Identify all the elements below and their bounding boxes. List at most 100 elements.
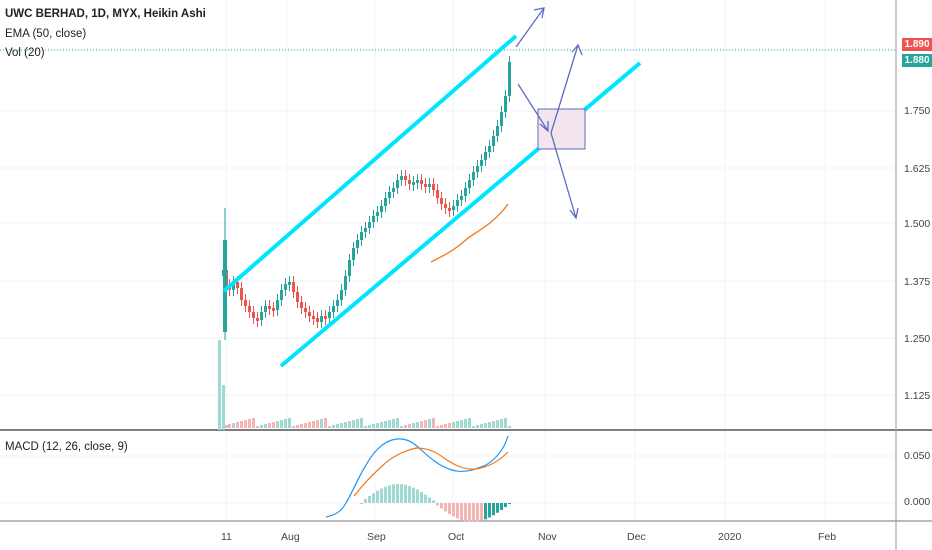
candle-body [340,290,343,300]
volume-bar [488,422,491,428]
candle-body [400,176,403,180]
volume-bar [404,425,407,428]
volume-bar [225,425,228,428]
volume-bar [428,419,431,428]
candle-body [380,206,383,212]
volume-bar [420,421,423,428]
macd-hist-bar [372,493,375,503]
annotation-arrows[interactable] [515,7,583,220]
volume-bar [436,426,439,428]
volume-bars [218,340,511,430]
candle-body [280,290,283,300]
candle-body [444,204,447,208]
volume-bar [244,420,247,428]
macd-hist-bar [416,489,419,503]
candle-body [436,190,439,198]
volume-bar [492,421,495,428]
volume-bar [280,420,283,428]
candle-body [332,306,335,312]
chart-title: UWC BERHAD, 1D, MYX, Heikin Ashi [5,8,206,20]
price-badge-upper: 1.890 [902,38,932,51]
candle-body [324,316,327,319]
macd-hist-bar [460,503,463,521]
candle-body [456,200,459,206]
candle-body [223,240,227,332]
candle-body [272,308,275,311]
volume-bar [380,422,383,428]
candle-body [308,312,311,316]
macd-legend[interactable]: MACD (12, 26, close, 9) [5,441,128,453]
volume-bar [236,422,239,428]
candle-body [372,216,375,222]
signal-line [353,447,509,497]
candle-body [328,312,331,318]
candle-body [396,180,399,188]
volume-bar [460,420,463,428]
arrow-head [569,207,579,220]
candle-body [268,306,271,309]
volume-bar [284,419,287,428]
candle-body [420,180,423,184]
candle-body [404,176,407,180]
volume-legend[interactable]: Vol (20) [5,47,45,59]
time-tick: Aug [281,531,300,543]
candle-body [320,316,323,322]
macd-hist-bar [480,503,483,521]
volume-bar [392,419,395,428]
candle-body [364,228,367,232]
candle-body [412,182,415,185]
volume-bar [356,419,359,428]
candle-body [416,180,419,183]
price-tick: 1.500 [904,218,931,230]
volume-bar [268,423,271,428]
volume-bar [276,421,279,428]
macd-hist-bar [488,503,491,518]
candle-body [388,192,391,198]
channel-lower-line[interactable] [279,61,642,368]
candlestick-series[interactable] [222,56,511,340]
volume-bar [364,426,367,428]
candle-body [392,188,395,192]
volume-bar [372,424,375,428]
macd-hist-bar [392,484,395,503]
arrow-up-right-1 [515,7,545,48]
volume-bar [222,385,225,430]
channel-upper-line[interactable] [222,34,518,293]
volume-bar [400,426,403,428]
macd-histogram [360,484,511,522]
volume-bar [260,425,263,428]
price-badge-lower: 1.880 [902,54,932,67]
macd-hist-bar [508,503,511,504]
macd-hist-bar [504,503,507,508]
volume-bar [468,418,471,428]
macd-hist-bar [496,503,499,513]
volume-bar [360,418,363,428]
candle-body [508,62,511,96]
candle-body [488,146,491,152]
candle-body [232,282,235,290]
candle-body [460,196,463,200]
volume-bar [424,420,427,428]
candle-body [264,306,267,312]
price-tick: 1.375 [904,276,931,288]
candle-body [312,316,315,319]
candle-body [248,306,251,312]
candle-body [476,166,479,172]
time-tick: 2020 [718,531,742,543]
candle-body [284,284,287,290]
ema-legend[interactable]: EMA (50, close) [5,28,87,40]
macd-line [325,435,509,518]
macd-hist-bar [472,503,475,522]
volume-bar [272,422,275,428]
volume-bar [472,426,475,428]
candle-body [288,282,291,285]
candle-body [484,152,487,160]
macd-hist-bar [396,484,399,503]
volume-bar [316,420,319,428]
candle-body [360,232,363,240]
volume-bar [432,418,435,428]
macd-hist-bar [444,503,447,512]
macd-hist-bar [364,498,367,503]
macd-hist-bar [432,500,435,503]
